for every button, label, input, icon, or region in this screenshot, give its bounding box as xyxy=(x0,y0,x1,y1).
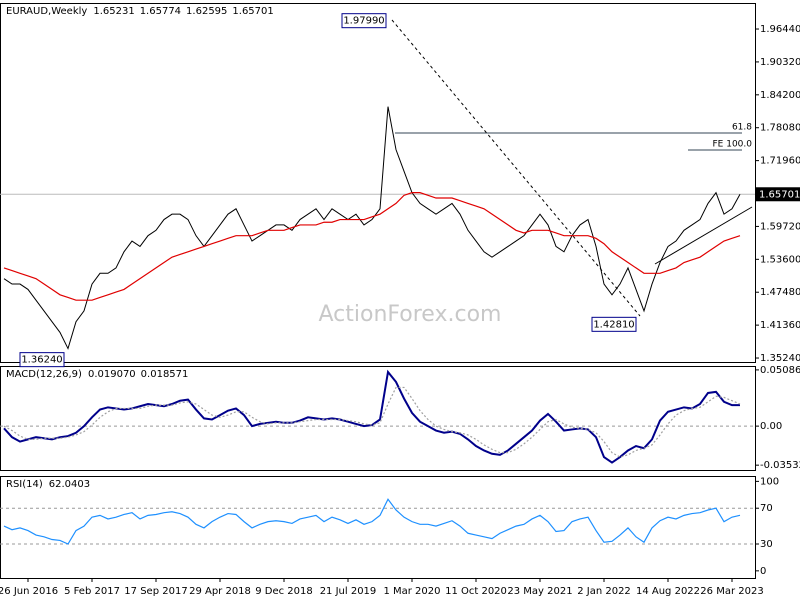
header-value: 62.0403 xyxy=(49,479,90,490)
x-tick-label: 14 Aug 2022 xyxy=(636,586,700,597)
y-tick-label: -0.035322 xyxy=(760,460,800,471)
x-tick-label: 11 Oct 2020 xyxy=(445,586,507,597)
y-tick-label: 1.78080 xyxy=(760,123,800,134)
trend-line xyxy=(654,206,753,265)
x-tick-label: 9 Dec 2018 xyxy=(255,586,313,597)
price-panel xyxy=(0,3,756,363)
macd-panel xyxy=(0,366,756,471)
watermark: ActionForex.com xyxy=(319,302,502,327)
last-price-box xyxy=(756,187,800,202)
header-value: 1.65701 xyxy=(232,6,273,17)
annotation: 1.42810 xyxy=(593,319,634,330)
y-tick-label: 1.90320 xyxy=(760,57,800,68)
header-value: 0.019070 xyxy=(88,369,136,380)
x-tick-label: 2 Jan 2022 xyxy=(577,586,631,597)
y-tick-label: 1.47480 xyxy=(760,287,800,298)
panel-title: EURAUD,Weekly xyxy=(6,6,87,17)
x-tick-label: 26 Mar 2023 xyxy=(700,586,763,597)
y-tick-label: 1.41360 xyxy=(760,320,800,331)
last-price-label: 1.65701 xyxy=(759,189,800,200)
annotation-box xyxy=(341,13,387,29)
y-tick-label: 30 xyxy=(760,539,773,550)
fe-label: FE 100.0 xyxy=(713,140,753,150)
x-tick-label: 23 May 2021 xyxy=(507,586,572,597)
y-tick-label: 70 xyxy=(760,503,773,514)
series-line xyxy=(3,369,740,464)
panel-title: RSI(14) xyxy=(6,479,43,490)
y-tick-label: 1.96440 xyxy=(760,24,800,35)
y-tick-label: 1.71960 xyxy=(760,156,800,167)
annotation-box xyxy=(19,352,65,368)
annotation-box xyxy=(591,316,637,332)
header-value: 1.65231 xyxy=(93,6,134,17)
trend-dashed xyxy=(391,19,641,317)
y-tick-label: 1.59720 xyxy=(760,221,800,232)
x-tick-label: 21 Jul 2019 xyxy=(320,586,377,597)
y-tick-label: 1.84200 xyxy=(760,90,800,101)
series-line xyxy=(3,498,741,545)
annotation: 1.97990 xyxy=(343,16,384,27)
series-line xyxy=(3,192,741,301)
x-tick-label: 26 Jun 2016 xyxy=(0,586,58,597)
y-tick-label: 0.00 xyxy=(760,421,782,432)
fib-label: 61.8 xyxy=(732,123,752,133)
panel-title: MACD(12,26,9) xyxy=(6,369,82,380)
annotation: 1.36240 xyxy=(21,355,62,366)
header-value: 0.018571 xyxy=(141,369,189,380)
y-tick-label: 1.53600 xyxy=(760,254,800,265)
y-tick-label: 0.050863 xyxy=(760,365,800,376)
series-line xyxy=(3,106,741,350)
y-tick-label: 100 xyxy=(760,476,779,487)
header-value: 1.62595 xyxy=(186,6,227,17)
x-tick-label: 17 Sep 2017 xyxy=(124,586,187,597)
x-tick-label: 29 Apr 2018 xyxy=(189,586,251,597)
header-value: 1.65774 xyxy=(140,6,181,17)
y-tick-label: 1.35240 xyxy=(760,353,800,364)
y-tick-label: 0 xyxy=(760,566,766,577)
rsi-panel xyxy=(0,476,756,579)
x-tick-label: 5 Feb 2017 xyxy=(64,586,120,597)
x-tick-label: 1 Mar 2020 xyxy=(383,586,440,597)
